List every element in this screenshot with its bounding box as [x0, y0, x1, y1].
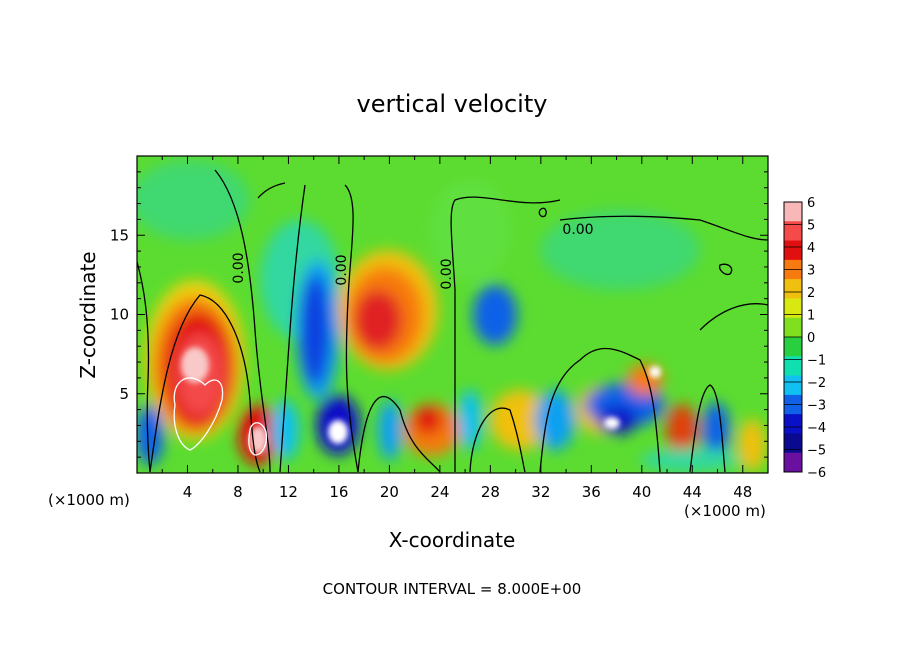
x-tick-label: 28 [481, 483, 500, 501]
colorbar-swatch [784, 337, 802, 357]
x-tick-label: 32 [531, 483, 550, 501]
colorbar-label: −4 [807, 421, 826, 436]
colorbar-swatch [784, 279, 802, 299]
colorbar-swatch [784, 433, 802, 454]
x-tick-label: 8 [233, 483, 243, 501]
x-tick-label: 16 [329, 483, 348, 501]
chart-title: vertical velocity [357, 90, 548, 118]
y-axis-ticks: 5 10 15 [110, 171, 768, 458]
contour-label: 0.00 [334, 254, 350, 285]
colorbar-label: 1 [807, 309, 815, 324]
contour-label: 0.00 [439, 258, 455, 289]
colorbar-swatch [784, 414, 802, 434]
colorbar-label: 4 [807, 241, 815, 256]
y-tick-label: 5 [119, 385, 129, 403]
colorbar-label: 3 [807, 264, 815, 279]
x-tick-label: 40 [632, 483, 651, 501]
x-tick-label: 44 [683, 483, 702, 501]
zero-contours [137, 169, 768, 473]
colorbar-label: −2 [807, 376, 826, 391]
colorbar-label: −6 [807, 466, 826, 481]
colorbar-label: −1 [807, 354, 826, 369]
strong-updraft-contours [173, 377, 268, 456]
x-tick-label: 36 [582, 483, 601, 501]
colorbar-swatch [784, 240, 802, 261]
x-tick-label: 12 [279, 483, 298, 501]
x-tick-label: 4 [183, 483, 193, 501]
colorbar-label: 0 [807, 331, 815, 346]
colorbar: 6 5 4 3 2 1 0 −1 −2 −3 −4 −5 −6 [783, 196, 826, 481]
y-tick-label: 15 [110, 226, 129, 244]
colorbar-label: 2 [807, 286, 815, 301]
contour-label: 0.00 [562, 222, 593, 238]
colorbar-label: −5 [807, 444, 826, 459]
y-axis-label: Z-coordinate [76, 251, 100, 378]
colorbar-label: −3 [807, 399, 826, 414]
x-unit-right: (×1000 m) [684, 502, 766, 520]
colorbar-swatch [784, 221, 802, 242]
x-axis-ticks: 4 8 12 16 20 24 28 32 36 40 44 48 [161, 156, 752, 501]
x-unit-left: (×1000 m) [48, 491, 130, 509]
colorbar-swatch [784, 317, 802, 338]
colorbar-swatch [784, 375, 802, 396]
colorbar-label: 6 [807, 196, 815, 211]
x-tick-label: 48 [733, 483, 752, 501]
x-axis-label: X-coordinate [389, 528, 516, 552]
colorbar-swatch [784, 452, 802, 473]
colorbar-swatch [784, 298, 802, 319]
colorbar-label: 5 [807, 219, 815, 234]
contour-interval-note: CONTOUR INTERVAL = 8.000E+00 [323, 580, 582, 598]
contour-label: 0.00 [231, 252, 247, 283]
contour-labels: 0.00 0.00 0.00 0.00 [231, 222, 594, 290]
x-tick-label: 24 [430, 483, 449, 501]
colorbar-swatch [784, 202, 802, 222]
x-tick-label: 20 [380, 483, 399, 501]
y-tick-label: 10 [110, 306, 129, 324]
colorbar-swatch [784, 356, 802, 377]
